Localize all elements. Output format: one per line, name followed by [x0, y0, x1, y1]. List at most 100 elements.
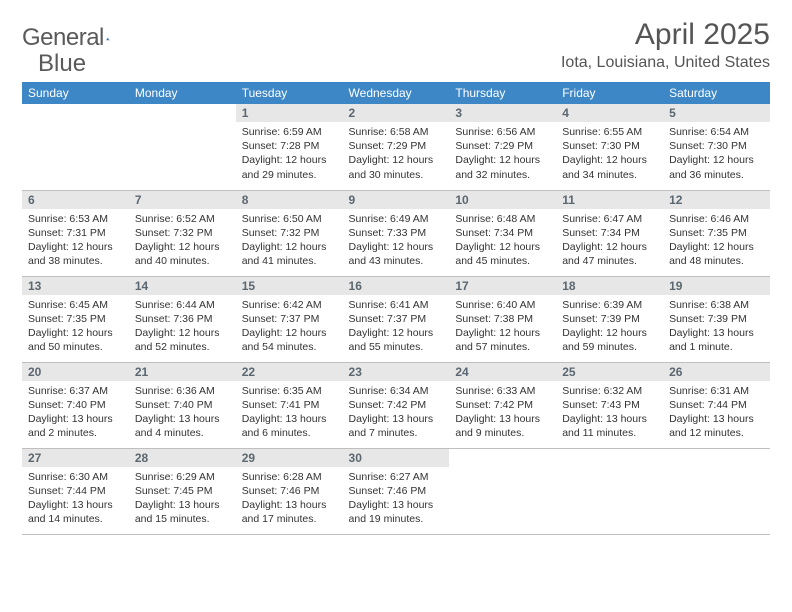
calendar-day-cell: 24Sunrise: 6:33 AMSunset: 7:42 PMDayligh…	[449, 362, 556, 448]
day-line-d1: Daylight: 12 hours	[28, 326, 123, 340]
day-line-d1: Daylight: 12 hours	[349, 153, 444, 167]
day-line-ss: Sunset: 7:42 PM	[455, 398, 550, 412]
day-line-ss: Sunset: 7:46 PM	[242, 484, 337, 498]
day-line-d1: Daylight: 13 hours	[28, 412, 123, 426]
day-line-d2: and 50 minutes.	[28, 340, 123, 354]
day-line-d2: and 40 minutes.	[135, 254, 230, 268]
calendar-day-cell: 23Sunrise: 6:34 AMSunset: 7:42 PMDayligh…	[343, 362, 450, 448]
calendar-day-cell: 25Sunrise: 6:32 AMSunset: 7:43 PMDayligh…	[556, 362, 663, 448]
day-line-sr: Sunrise: 6:54 AM	[669, 125, 764, 139]
day-line-sr: Sunrise: 6:31 AM	[669, 384, 764, 398]
logo-blue: Blue	[38, 50, 86, 78]
calendar-day-cell: 5Sunrise: 6:54 AMSunset: 7:30 PMDaylight…	[663, 104, 770, 190]
day-line-d2: and 36 minutes.	[669, 168, 764, 182]
day-details: Sunrise: 6:55 AMSunset: 7:30 PMDaylight:…	[556, 122, 663, 186]
calendar-day-cell: 26Sunrise: 6:31 AMSunset: 7:44 PMDayligh…	[663, 362, 770, 448]
calendar-day-cell: 13Sunrise: 6:45 AMSunset: 7:35 PMDayligh…	[22, 276, 129, 362]
calendar-day-cell: 19Sunrise: 6:38 AMSunset: 7:39 PMDayligh…	[663, 276, 770, 362]
day-line-d1: Daylight: 12 hours	[562, 326, 657, 340]
day-number: 20	[22, 363, 129, 381]
day-line-d1: Daylight: 12 hours	[242, 240, 337, 254]
header: General April 2025 Iota, Louisiana, Unit…	[22, 18, 770, 72]
day-line-sr: Sunrise: 6:30 AM	[28, 470, 123, 484]
day-number: 7	[129, 191, 236, 209]
day-line-d1: Daylight: 12 hours	[562, 240, 657, 254]
day-line-ss: Sunset: 7:29 PM	[455, 139, 550, 153]
day-line-ss: Sunset: 7:41 PM	[242, 398, 337, 412]
day-number: 29	[236, 449, 343, 467]
weekday-header: Tuesday	[236, 82, 343, 104]
day-line-d2: and 12 minutes.	[669, 426, 764, 440]
day-line-d2: and 7 minutes.	[349, 426, 444, 440]
calendar-day-cell: 14Sunrise: 6:44 AMSunset: 7:36 PMDayligh…	[129, 276, 236, 362]
day-number: 17	[449, 277, 556, 295]
day-line-d2: and 11 minutes.	[562, 426, 657, 440]
day-line-d1: Daylight: 12 hours	[669, 153, 764, 167]
calendar-day-cell: 3Sunrise: 6:56 AMSunset: 7:29 PMDaylight…	[449, 104, 556, 190]
day-line-sr: Sunrise: 6:59 AM	[242, 125, 337, 139]
weekday-header: Saturday	[663, 82, 770, 104]
title-block: April 2025 Iota, Louisiana, United State…	[561, 18, 770, 72]
day-line-ss: Sunset: 7:43 PM	[562, 398, 657, 412]
day-number: 12	[663, 191, 770, 209]
day-line-ss: Sunset: 7:39 PM	[562, 312, 657, 326]
day-line-d2: and 38 minutes.	[28, 254, 123, 268]
day-line-d1: Daylight: 13 hours	[562, 412, 657, 426]
calendar-day-cell: 10Sunrise: 6:48 AMSunset: 7:34 PMDayligh…	[449, 190, 556, 276]
day-line-d2: and 54 minutes.	[242, 340, 337, 354]
day-line-d1: Daylight: 12 hours	[349, 240, 444, 254]
day-line-d2: and 47 minutes.	[562, 254, 657, 268]
day-line-ss: Sunset: 7:29 PM	[349, 139, 444, 153]
calendar-week-row: 27Sunrise: 6:30 AMSunset: 7:44 PMDayligh…	[22, 448, 770, 534]
day-line-ss: Sunset: 7:31 PM	[28, 226, 123, 240]
day-details: Sunrise: 6:42 AMSunset: 7:37 PMDaylight:…	[236, 295, 343, 359]
calendar-day-cell: 2Sunrise: 6:58 AMSunset: 7:29 PMDaylight…	[343, 104, 450, 190]
day-number: 9	[343, 191, 450, 209]
day-details: Sunrise: 6:33 AMSunset: 7:42 PMDaylight:…	[449, 381, 556, 445]
weekday-header: Thursday	[449, 82, 556, 104]
month-title: April 2025	[561, 18, 770, 52]
day-line-ss: Sunset: 7:36 PM	[135, 312, 230, 326]
day-line-d1: Daylight: 13 hours	[28, 498, 123, 512]
day-line-sr: Sunrise: 6:37 AM	[28, 384, 123, 398]
logo-sail-icon	[106, 30, 110, 48]
day-details: Sunrise: 6:40 AMSunset: 7:38 PMDaylight:…	[449, 295, 556, 359]
day-line-d2: and 6 minutes.	[242, 426, 337, 440]
weekday-header: Sunday	[22, 82, 129, 104]
day-number: 22	[236, 363, 343, 381]
day-line-d2: and 29 minutes.	[242, 168, 337, 182]
day-number: 3	[449, 104, 556, 122]
logo-general: General	[22, 24, 104, 51]
day-details: Sunrise: 6:27 AMSunset: 7:46 PMDaylight:…	[343, 467, 450, 531]
day-line-d1: Daylight: 12 hours	[562, 153, 657, 167]
day-number: 19	[663, 277, 770, 295]
day-line-d1: Daylight: 12 hours	[135, 326, 230, 340]
day-number: 21	[129, 363, 236, 381]
day-line-ss: Sunset: 7:45 PM	[135, 484, 230, 498]
day-line-d1: Daylight: 13 hours	[242, 498, 337, 512]
day-line-d2: and 15 minutes.	[135, 512, 230, 526]
day-line-ss: Sunset: 7:30 PM	[562, 139, 657, 153]
calendar-day-cell: 4Sunrise: 6:55 AMSunset: 7:30 PMDaylight…	[556, 104, 663, 190]
day-line-d1: Daylight: 13 hours	[349, 412, 444, 426]
day-line-d1: Daylight: 13 hours	[349, 498, 444, 512]
day-details: Sunrise: 6:35 AMSunset: 7:41 PMDaylight:…	[236, 381, 343, 445]
day-details: Sunrise: 6:59 AMSunset: 7:28 PMDaylight:…	[236, 122, 343, 186]
calendar-week-row: 13Sunrise: 6:45 AMSunset: 7:35 PMDayligh…	[22, 276, 770, 362]
day-details: Sunrise: 6:38 AMSunset: 7:39 PMDaylight:…	[663, 295, 770, 359]
day-number: 6	[22, 191, 129, 209]
day-line-d2: and 2 minutes.	[28, 426, 123, 440]
day-line-d1: Daylight: 13 hours	[242, 412, 337, 426]
day-line-ss: Sunset: 7:34 PM	[562, 226, 657, 240]
day-line-d2: and 59 minutes.	[562, 340, 657, 354]
day-details: Sunrise: 6:54 AMSunset: 7:30 PMDaylight:…	[663, 122, 770, 186]
day-number: 16	[343, 277, 450, 295]
day-line-sr: Sunrise: 6:33 AM	[455, 384, 550, 398]
calendar-day-cell: 16Sunrise: 6:41 AMSunset: 7:37 PMDayligh…	[343, 276, 450, 362]
day-number: 11	[556, 191, 663, 209]
calendar-day-cell: 22Sunrise: 6:35 AMSunset: 7:41 PMDayligh…	[236, 362, 343, 448]
day-line-sr: Sunrise: 6:45 AM	[28, 298, 123, 312]
day-line-ss: Sunset: 7:44 PM	[28, 484, 123, 498]
day-number: 23	[343, 363, 450, 381]
day-line-d2: and 45 minutes.	[455, 254, 550, 268]
